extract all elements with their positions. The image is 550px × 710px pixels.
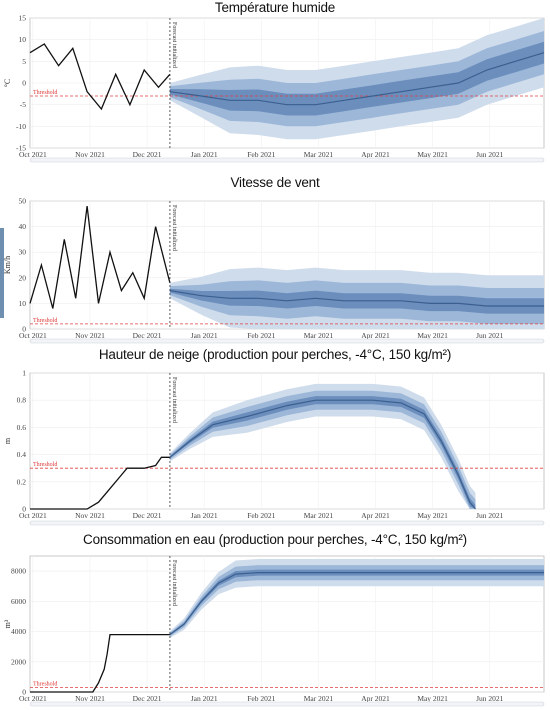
x-tick-label: Mar 2021 <box>304 331 334 340</box>
threshold-label: Threshold <box>33 318 57 324</box>
chart-panel-wind: Vitesse de vent 50 40 30 20 10 0 Oct 2021 Nov 2… <box>0 175 550 345</box>
range-scrollbar <box>29 701 545 707</box>
threshold-label: Threshold <box>33 681 57 687</box>
x-tick-label: Jan 2021 <box>191 694 218 703</box>
y-tick-label: -15 <box>16 144 26 153</box>
x-tick-label: Nov 2021 <box>75 150 105 159</box>
y-axis-label: °C <box>3 79 12 88</box>
forecast-median-line <box>169 399 476 510</box>
x-tick-label: Jan 2021 <box>191 511 218 520</box>
x-tick-label: Apr 2021 <box>361 511 390 520</box>
y-tick-label: 5 <box>22 57 26 66</box>
x-tick-label: Feb 2021 <box>247 150 275 159</box>
y-tick-label: 6000 <box>11 597 26 606</box>
range-scrollbar <box>29 338 545 344</box>
x-tick-label: Dec 2021 <box>133 150 162 159</box>
y-tick-label: -5 <box>20 100 26 109</box>
observed-line <box>30 633 170 693</box>
x-tick-label: Feb 2021 <box>247 694 275 703</box>
x-tick-label: Oct 2021 <box>19 511 47 520</box>
forecast-start-label: Forecast initialized <box>171 205 177 251</box>
y-tick-label: 10 <box>19 35 27 44</box>
y-tick-label: 40 <box>19 222 27 231</box>
chart-title: Consommation en eau (production pour per… <box>83 532 467 547</box>
y-tick-label: 0 <box>22 325 26 334</box>
y-tick-label: 2000 <box>11 657 26 666</box>
y-tick-label: 0.4 <box>17 450 27 459</box>
x-tick-label: May 2021 <box>417 511 448 520</box>
x-tick-label: Apr 2021 <box>361 694 390 703</box>
x-tick-label: Nov 2021 <box>75 331 105 340</box>
y-tick-label: 4000 <box>11 627 26 636</box>
forecast-start-label: Forecast initialized <box>171 22 177 68</box>
forecast-median-line <box>169 290 544 307</box>
y-tick-label: 50 <box>19 197 27 206</box>
x-tick-label: Dec 2021 <box>133 511 162 520</box>
x-tick-label: Jan 2021 <box>191 331 218 340</box>
threshold-label: Threshold <box>33 462 57 468</box>
x-tick-label: Mar 2021 <box>304 694 334 703</box>
y-axis-label: m <box>3 437 12 444</box>
y-tick-label: 0.8 <box>17 396 27 405</box>
chart-panel-water: Consommation en eau (production pour per… <box>0 532 550 710</box>
chart-title: Température humide <box>214 0 336 15</box>
observed-line <box>29 206 171 309</box>
y-tick-label: 0.6 <box>17 423 27 432</box>
y-tick-label: 0 <box>22 79 26 88</box>
x-tick-label: Mar 2021 <box>304 511 334 520</box>
x-tick-label: Oct 2021 <box>19 331 47 340</box>
y-tick-label: 0 <box>22 505 26 514</box>
y-tick-label: 0.2 <box>17 477 27 486</box>
chart-panel-temperature: Température humide 15 10 5 0 -5 -10 -15 Oct 202… <box>0 0 550 175</box>
range-scrollbar <box>29 520 545 526</box>
observed-line <box>29 43 171 111</box>
x-tick-label: Nov 2021 <box>75 511 105 520</box>
x-tick-label: Jun 2021 <box>476 511 504 520</box>
x-tick-label: Jun 2021 <box>476 150 504 159</box>
forecast-median-line <box>169 52 545 106</box>
x-tick-label: Dec 2021 <box>133 694 162 703</box>
x-tick-label: Nov 2021 <box>75 694 105 703</box>
y-tick-label: -10 <box>16 122 26 131</box>
left-edge-strip <box>0 228 4 318</box>
y-tick-label: 1 <box>22 369 26 378</box>
y-tick-label: 20 <box>19 273 27 282</box>
x-tick-label: Oct 2021 <box>19 694 47 703</box>
y-axis-label: Km/h <box>3 256 12 274</box>
x-tick-label: Apr 2021 <box>361 150 390 159</box>
x-tick-label: Apr 2021 <box>361 331 390 340</box>
y-tick-label: 10 <box>19 299 27 308</box>
y-tick-label: 8000 <box>11 567 26 576</box>
y-tick-label: 0 <box>22 688 26 697</box>
x-tick-label: May 2021 <box>417 331 448 340</box>
y-axis-label: m³ <box>3 619 12 628</box>
x-tick-label: Jun 2021 <box>476 694 504 703</box>
x-tick-label: Jan 2021 <box>191 150 218 159</box>
threshold-label: Threshold <box>33 90 57 96</box>
forecast-median-line <box>169 572 544 636</box>
y-tick-label: 15 <box>19 14 27 23</box>
forecast-start-label: Forecast initialized <box>171 377 177 423</box>
observed-line <box>30 456 170 510</box>
x-tick-label: Feb 2021 <box>247 511 275 520</box>
chart-title: Hauteur de neige (production pour perche… <box>98 347 452 362</box>
range-scrollbar <box>29 157 545 163</box>
chart-panel-snow: Hauteur de neige (production pour perche… <box>0 347 550 527</box>
y-tick-label: 30 <box>19 248 27 257</box>
chart-title: Vitesse de vent <box>230 175 320 190</box>
x-tick-label: Mar 2021 <box>304 150 334 159</box>
forecast-start-label: Forecast initialized <box>171 560 177 606</box>
x-tick-label: Feb 2021 <box>247 331 275 340</box>
forecast-band <box>169 41 544 116</box>
x-tick-label: Oct 2021 <box>19 150 47 159</box>
x-tick-label: Jun 2021 <box>476 331 504 340</box>
x-tick-label: May 2021 <box>417 694 448 703</box>
x-tick-label: Dec 2021 <box>133 331 162 340</box>
x-tick-label: May 2021 <box>417 150 448 159</box>
